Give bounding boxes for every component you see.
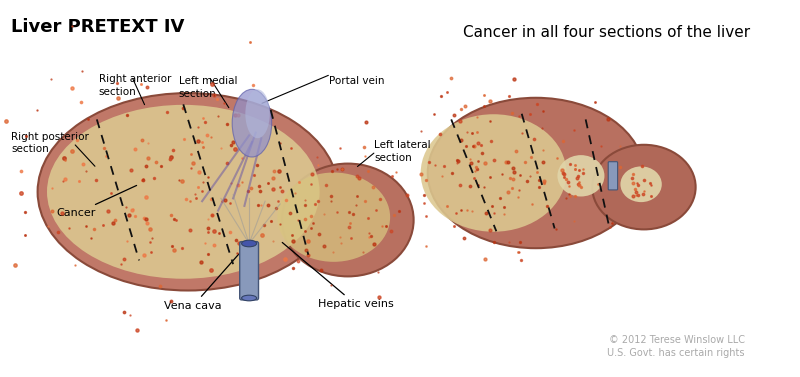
Ellipse shape bbox=[242, 240, 257, 247]
FancyBboxPatch shape bbox=[608, 162, 618, 190]
Ellipse shape bbox=[278, 173, 390, 262]
Ellipse shape bbox=[428, 98, 644, 248]
Text: © 2012 Terese Winslow LLC
U.S. Govt. has certain rights: © 2012 Terese Winslow LLC U.S. Govt. has… bbox=[607, 335, 745, 358]
Ellipse shape bbox=[232, 89, 272, 157]
Text: Right anterior
section: Right anterior section bbox=[98, 74, 171, 97]
Ellipse shape bbox=[592, 145, 696, 229]
Ellipse shape bbox=[246, 89, 270, 138]
Text: Hepatic veins: Hepatic veins bbox=[282, 242, 394, 309]
Text: Left lateral
section: Left lateral section bbox=[374, 140, 430, 162]
Ellipse shape bbox=[47, 105, 320, 279]
Ellipse shape bbox=[38, 93, 338, 291]
Ellipse shape bbox=[282, 164, 414, 276]
Text: Liver PRETEXT IV: Liver PRETEXT IV bbox=[11, 18, 185, 36]
Text: Right posterior
section: Right posterior section bbox=[11, 132, 89, 154]
Text: Vena cava: Vena cava bbox=[164, 245, 246, 311]
Ellipse shape bbox=[621, 166, 662, 202]
Ellipse shape bbox=[558, 155, 605, 196]
Ellipse shape bbox=[242, 295, 257, 301]
Text: Cancer in all four sections of the liver: Cancer in all four sections of the liver bbox=[462, 25, 750, 40]
FancyBboxPatch shape bbox=[240, 242, 258, 300]
Ellipse shape bbox=[421, 114, 566, 232]
Text: Left medial
section: Left medial section bbox=[178, 76, 237, 98]
Text: Cancer: Cancer bbox=[57, 185, 137, 218]
Text: Portal vein: Portal vein bbox=[329, 76, 385, 86]
